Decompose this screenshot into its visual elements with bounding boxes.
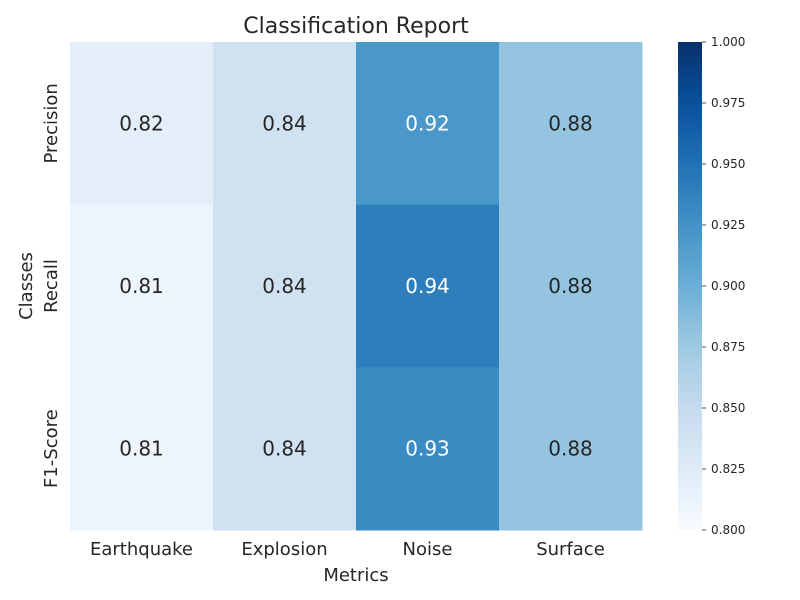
cell-value-label: 0.84 <box>262 274 307 298</box>
heatmap-cell <box>213 204 357 368</box>
cell-value-label: 0.88 <box>548 111 593 135</box>
heatmap-cell <box>356 367 500 531</box>
x-tick-label: Explosion <box>241 539 327 560</box>
cell-value-label: 0.81 <box>119 274 164 298</box>
heatmap-cell <box>70 204 214 368</box>
x-tick-label: Earthquake <box>90 539 193 560</box>
colorbar: 0.800 0.825 0.850 0.875 0.900 0.925 0.950 0.975… <box>678 35 745 537</box>
cell-value-label: 0.92 <box>405 111 450 135</box>
heatmap-cell <box>356 204 500 368</box>
heatmap-cell-labels: 0.82 0.84 0.92 0.88 0.81 0.84 0.94 0.88 0.81 0.84… <box>119 111 593 460</box>
x-tick-label: Noise <box>403 539 453 560</box>
cell-value-label: 0.88 <box>548 437 593 461</box>
colorbar-tick-label: 0.975 <box>711 96 745 110</box>
cell-value-label: 0.93 <box>405 437 450 461</box>
colorbar-tick-label: 0.800 <box>711 523 745 537</box>
heatmap-cell <box>213 367 357 531</box>
colorbar-tick-label: 0.950 <box>711 157 745 171</box>
x-tick-label: Surface <box>536 539 605 560</box>
colorbar-tick-label: 1.000 <box>711 35 745 49</box>
cell-value-label: 0.84 <box>262 437 307 461</box>
colorbar-gradient <box>678 42 702 530</box>
cell-value-label: 0.82 <box>119 111 164 135</box>
y-tick-label: Recall <box>41 259 62 313</box>
colorbar-tick-label: 0.925 <box>711 218 745 232</box>
heatmap-cell <box>499 367 643 531</box>
cell-value-label: 0.88 <box>548 274 593 298</box>
y-tick-label: Precision <box>41 83 62 163</box>
x-axis-label: Metrics <box>323 565 388 586</box>
y-axis-label: Classes <box>16 252 37 320</box>
colorbar-tick-label: 0.900 <box>711 279 745 293</box>
colorbar-tick-label: 0.875 <box>711 340 745 354</box>
colorbar-tick-label: 0.825 <box>711 462 745 476</box>
heatmap-cell <box>499 204 643 368</box>
heatmap-cell <box>499 42 643 206</box>
x-axis-ticks: Earthquake Explosion Noise Surface <box>90 539 605 560</box>
cell-value-label: 0.94 <box>405 274 450 298</box>
chart-title: Classification Report <box>243 14 469 39</box>
colorbar-tick-label: 0.850 <box>711 401 745 415</box>
y-tick-label: F1-Score <box>41 409 62 488</box>
cell-value-label: 0.81 <box>119 437 164 461</box>
cell-value-label: 0.84 <box>262 111 307 135</box>
heatmap-cell <box>356 42 500 206</box>
heatmap-cell <box>70 367 214 531</box>
heatmap-cell <box>70 42 214 206</box>
heatmap-cell <box>213 42 357 206</box>
heatmap-cells <box>70 42 643 531</box>
y-axis-ticks: Precision Recall F1-Score <box>41 83 62 488</box>
